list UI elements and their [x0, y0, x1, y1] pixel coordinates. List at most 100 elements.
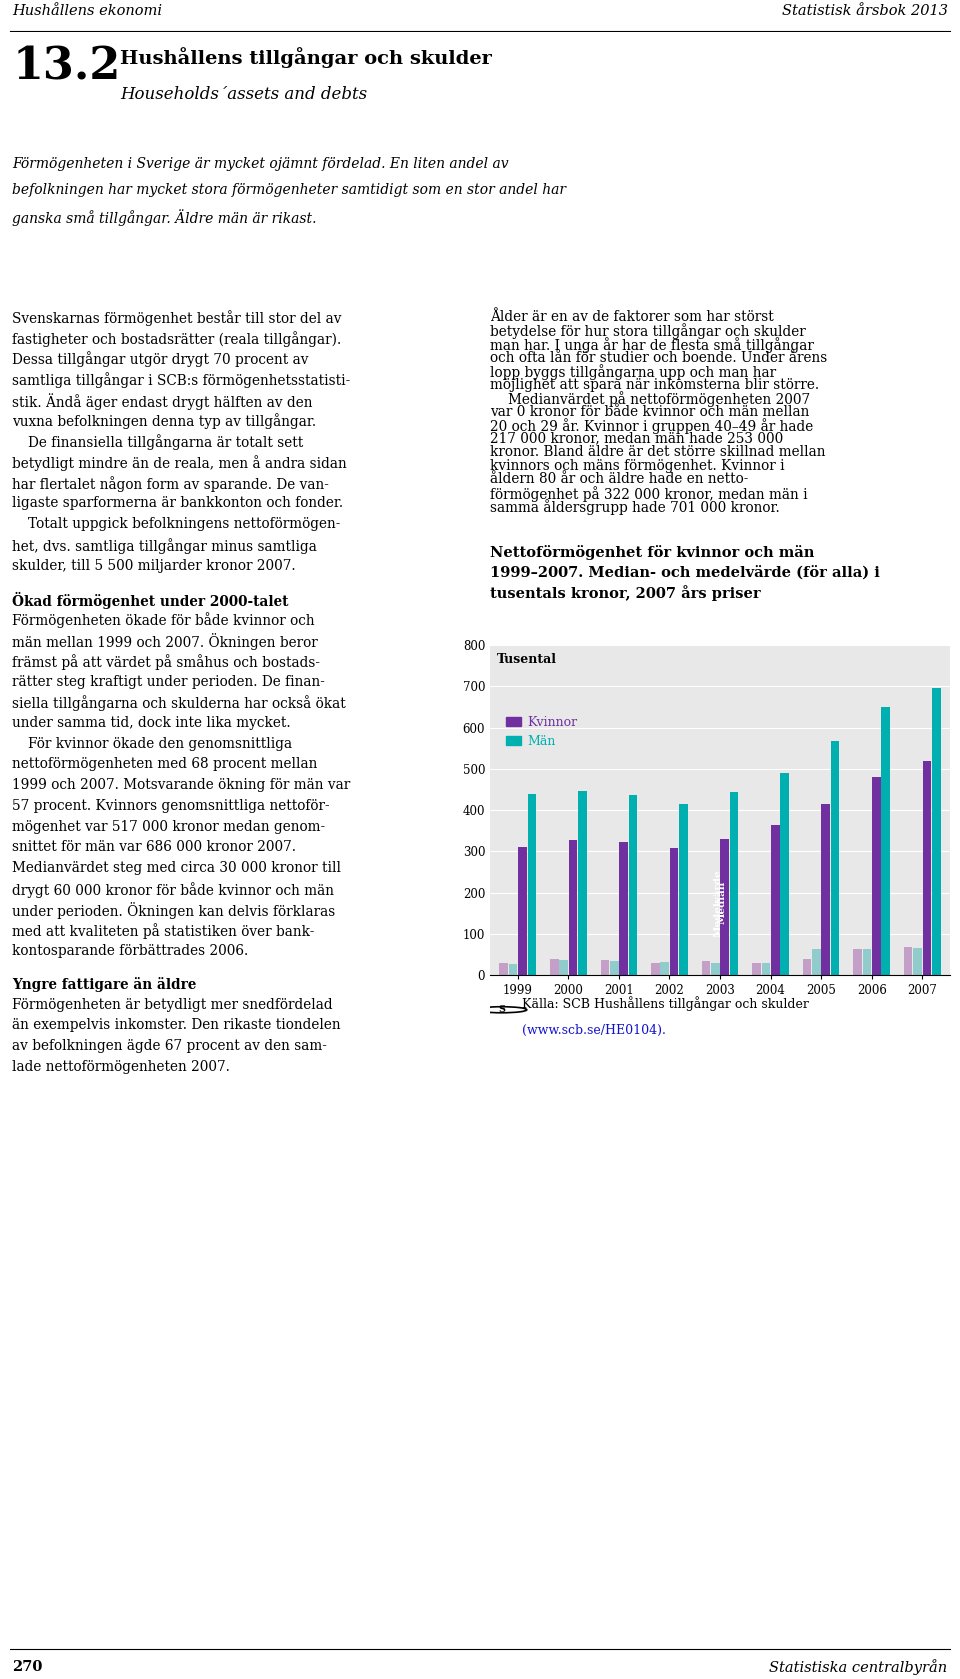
Bar	[932, 688, 941, 975]
Text: Median: Median	[718, 881, 727, 925]
Text: fastigheter och bostadsrätter (reala tillgångar).: fastigheter och bostadsrätter (reala til…	[12, 331, 342, 346]
Bar	[619, 843, 628, 975]
Text: lopp byggs tillgångarna upp och man har: lopp byggs tillgångarna upp och man har	[490, 364, 776, 379]
Text: het, dvs. samtliga tillgångar minus samtliga: het, dvs. samtliga tillgångar minus samt…	[12, 537, 318, 554]
Text: Svenskarnas förmögenhet består till stor del av: Svenskarnas förmögenhet består till stor…	[12, 311, 342, 326]
Bar	[761, 962, 770, 975]
Bar	[863, 949, 872, 975]
Bar	[660, 962, 669, 975]
Text: främst på att värdet på småhus och bostads-: främst på att värdet på småhus och bosta…	[12, 653, 321, 670]
Bar	[780, 772, 789, 975]
Text: (www.scb.se/HE0104).: (www.scb.se/HE0104).	[522, 1024, 666, 1036]
Bar	[830, 740, 839, 975]
Text: Households´assets and debts: Households´assets and debts	[120, 86, 368, 102]
Text: Totalt uppgick befolkningens nettoförmögen-: Totalt uppgick befolkningens nettoförmög…	[28, 517, 341, 531]
Bar	[550, 959, 559, 975]
Text: samtliga tillgångar i SCB:s förmögenhetsstatisti-: samtliga tillgångar i SCB:s förmögenhets…	[12, 373, 350, 388]
Text: 20 och 29 år. Kvinnor i gruppen 40–49 år hade: 20 och 29 år. Kvinnor i gruppen 40–49 år…	[490, 418, 813, 435]
Text: kontosparande förbättrades 2006.: kontosparande förbättrades 2006.	[12, 944, 249, 957]
Text: och ofta lån för studier och boende. Under årens: och ofta lån för studier och boende. Und…	[490, 351, 828, 364]
Bar	[822, 804, 830, 975]
Bar	[509, 964, 517, 975]
Bar	[601, 960, 610, 975]
Bar	[518, 848, 527, 975]
Text: mögenhet var 517 000 kronor medan genom-: mögenhet var 517 000 kronor medan genom-	[12, 819, 325, 833]
Text: Ålder är en av de faktorer som har störst: Ålder är en av de faktorer som har störs…	[490, 311, 774, 324]
Text: nettoförmögenheten med 68 procent mellan: nettoförmögenheten med 68 procent mellan	[12, 757, 318, 771]
Bar	[913, 949, 922, 975]
Text: 1999 och 2007. Motsvarande ökning för män var: 1999 och 2007. Motsvarande ökning för mä…	[12, 777, 350, 792]
Text: S: S	[498, 1006, 505, 1014]
Text: Medianvärdet steg med circa 30 000 kronor till: Medianvärdet steg med circa 30 000 krono…	[12, 861, 342, 875]
Text: Hushållens ekonomi: Hushållens ekonomi	[12, 3, 162, 18]
Bar	[610, 962, 618, 975]
Text: åldern 80 år och äldre hade en netto-: åldern 80 år och äldre hade en netto-	[490, 472, 749, 487]
Text: män mellan 1999 och 2007. Ökningen beror: män mellan 1999 och 2007. Ökningen beror	[12, 633, 318, 650]
Text: 270: 270	[12, 1661, 43, 1674]
Bar	[651, 962, 660, 975]
Bar	[812, 949, 821, 975]
Text: betydelse för hur stora tillgångar och skulder: betydelse för hur stora tillgångar och s…	[490, 324, 805, 339]
Text: kvinnors och mäns förmögenhet. Kvinnor i: kvinnors och mäns förmögenhet. Kvinnor i	[490, 458, 784, 473]
Bar	[872, 777, 880, 975]
Text: med att kvaliteten på statistiken över bank-: med att kvaliteten på statistiken över b…	[12, 923, 315, 939]
Bar	[499, 964, 508, 975]
Text: ligaste sparformerna är bankkonton och fonder.: ligaste sparformerna är bankkonton och f…	[12, 497, 344, 510]
Bar	[753, 962, 761, 975]
Text: Statistiska centralbyrån: Statistiska centralbyrån	[769, 1659, 948, 1676]
Text: skulder, till 5 500 miljarder kronor 2007.: skulder, till 5 500 miljarder kronor 200…	[12, 559, 296, 573]
Text: snittet för män var 686 000 kronor 2007.: snittet för män var 686 000 kronor 2007.	[12, 840, 297, 855]
Text: lade nettoförmögenheten 2007.: lade nettoförmögenheten 2007.	[12, 1059, 230, 1075]
Text: Förmögenheten ökade för både kvinnor och: Förmögenheten ökade för både kvinnor och	[12, 613, 315, 628]
Bar	[904, 947, 912, 975]
Text: De finansiella tillgångarna är totalt sett: De finansiella tillgångarna är totalt se…	[28, 435, 303, 450]
Bar	[560, 960, 568, 975]
Bar	[881, 707, 890, 975]
Bar	[923, 761, 931, 975]
Text: Ökad förmögenhet under 2000-talet: Ökad förmögenhet under 2000-talet	[12, 591, 289, 609]
Bar	[670, 848, 679, 975]
Bar	[568, 840, 577, 975]
Text: Dessa tillgångar utgör drygt 70 procent av: Dessa tillgångar utgör drygt 70 procent …	[12, 351, 309, 368]
Text: än exempelvis inkomster. Den rikaste tiondelen: än exempelvis inkomster. Den rikaste tio…	[12, 1019, 341, 1033]
Text: under perioden. Ökningen kan delvis förklaras: under perioden. Ökningen kan delvis förk…	[12, 902, 336, 920]
Text: Yngre fattigare än äldre: Yngre fattigare än äldre	[12, 977, 197, 992]
Text: var 0 kronor för både kvinnor och män mellan: var 0 kronor för både kvinnor och män me…	[490, 405, 809, 418]
Text: ganska små tillgångar. Äldre män är rikast.: ganska små tillgångar. Äldre män är rika…	[12, 208, 317, 225]
Text: har flertalet någon form av sparande. De van-: har flertalet någon form av sparande. De…	[12, 475, 329, 492]
Text: Nettoförmögenhet för kvinnor och män
1999–2007. Median- och medelvärde (för alla: Nettoförmögenhet för kvinnor och män 199…	[490, 546, 880, 601]
Text: man har. I unga år har de flesta små tillgångar: man har. I unga år har de flesta små til…	[490, 337, 814, 353]
Text: Medelvärde: Medelvärde	[713, 870, 722, 937]
Text: 13.2: 13.2	[12, 45, 121, 87]
Text: samma åldersgrupp hade 701 000 kronor.: samma åldersgrupp hade 701 000 kronor.	[490, 499, 780, 515]
Bar	[853, 949, 862, 975]
Bar	[730, 792, 738, 975]
Text: Statistisk årsbok 2013: Statistisk årsbok 2013	[781, 3, 948, 18]
Bar	[711, 962, 720, 975]
Text: Tusental: Tusental	[497, 653, 557, 667]
Bar	[771, 826, 780, 975]
Bar	[720, 840, 729, 975]
Bar	[578, 791, 587, 975]
Legend: Kvinnor, Män: Kvinnor, Män	[501, 710, 582, 752]
Text: stik. Ändå äger endast drygt hälften av den: stik. Ändå äger endast drygt hälften av …	[12, 393, 313, 410]
Text: av befolkningen ägde 67 procent av den sam-: av befolkningen ägde 67 procent av den s…	[12, 1039, 327, 1053]
Text: kronor. Bland äldre är det större skillnad mellan: kronor. Bland äldre är det större skilln…	[490, 445, 826, 460]
Bar	[702, 960, 710, 975]
Bar	[629, 794, 637, 975]
Text: möjlighet att spara när inkomsterna blir större.: möjlighet att spara när inkomsterna blir…	[490, 378, 819, 391]
Text: Förmögenheten är betydligt mer snedfördelad: Förmögenheten är betydligt mer snedförde…	[12, 997, 333, 1012]
Text: betydligt mindre än de reala, men å andra sidan: betydligt mindre än de reala, men å andr…	[12, 455, 348, 470]
Text: under samma tid, dock inte lika mycket.: under samma tid, dock inte lika mycket.	[12, 715, 291, 730]
Text: För kvinnor ökade den genomsnittliga: För kvinnor ökade den genomsnittliga	[28, 737, 293, 751]
Text: förmögenhet på 322 000 kronor, medan män i: förmögenhet på 322 000 kronor, medan män…	[490, 485, 807, 502]
Text: Källa: SCB Hushållens tillgångar och skulder: Källa: SCB Hushållens tillgångar och sku…	[522, 996, 809, 1011]
Text: Hushållens tillgångar och skulder: Hushållens tillgångar och skulder	[120, 47, 492, 67]
Text: befolkningen har mycket stora förmögenheter samtidigt som en stor andel har: befolkningen har mycket stora förmögenhe…	[12, 183, 566, 196]
Text: vuxna befolkningen denna typ av tillgångar.: vuxna befolkningen denna typ av tillgång…	[12, 413, 317, 430]
Text: rätter steg kraftigt under perioden. De finan-: rätter steg kraftigt under perioden. De …	[12, 675, 325, 688]
Text: siella tillgångarna och skulderna har också ökat: siella tillgångarna och skulderna har oc…	[12, 695, 347, 712]
Text: 57 procent. Kvinnors genomsnittliga nettoför-: 57 procent. Kvinnors genomsnittliga nett…	[12, 799, 330, 813]
Bar	[528, 794, 536, 975]
Text: 217 000 kronor, medan män hade 253 000: 217 000 kronor, medan män hade 253 000	[490, 432, 783, 445]
